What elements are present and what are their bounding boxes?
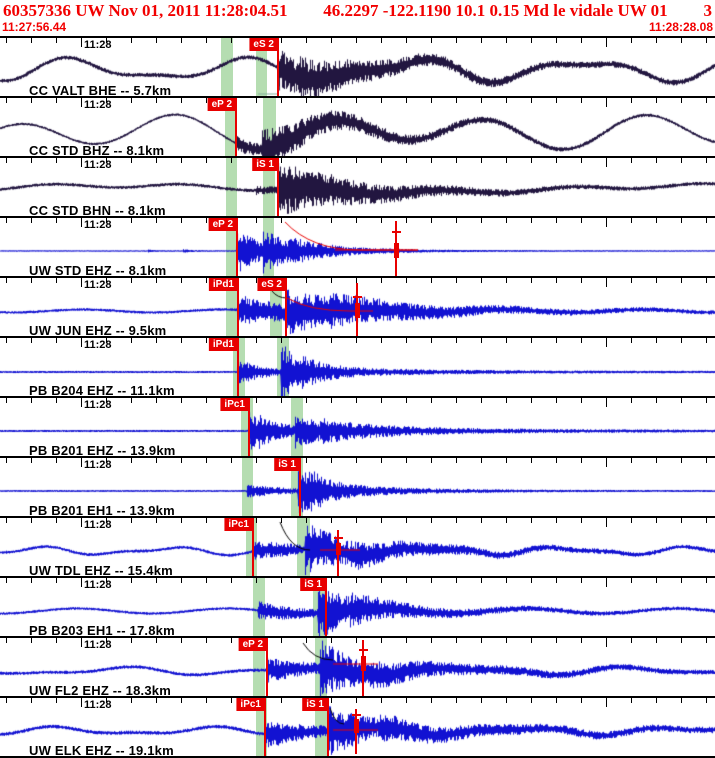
minute-time-label: 11:28	[84, 279, 112, 291]
trace-panel-uw-std-ehz: 11:28 UW STD EHZ -- 8.1km eP 2	[0, 216, 715, 276]
window-end-time: 11:28:28.08	[648, 20, 713, 34]
station-channel-label: UW JUN EHZ -- 9.5km	[29, 323, 167, 336]
waveform-canvas-pb-b201-eh1[interactable]	[0, 458, 715, 516]
trace-panel-cc-std-bhz: 11:28 CC STD BHZ -- 8.1km eP 2	[0, 96, 715, 156]
window-start-time: 11:27:56.44	[2, 20, 67, 34]
coda-marker-blob	[354, 719, 359, 733]
pick-flag-es-2[interactable]: eS 2	[257, 278, 286, 291]
pick-line-ep-2[interactable]	[266, 638, 268, 696]
trace-panel-cc-std-bhn: 11:28 CC STD BHN -- 8.1km iS 1	[0, 156, 715, 216]
trace-panel-uw-jun-ehz: 11:28 UW JUN EHZ -- 9.5km iPd1 eS 2	[0, 276, 715, 336]
coda-marker-cap	[352, 714, 361, 716]
coda-marker-cap	[334, 537, 343, 539]
station-channel-label: PB B201 EH1 -- 13.9km	[29, 503, 175, 516]
pick-line-ipd1[interactable]	[237, 338, 239, 396]
minute-time-label: 11:28	[84, 699, 112, 711]
pick-flag-is-1[interactable]: iS 1	[252, 158, 278, 171]
pick-line-ipc1[interactable]	[248, 398, 250, 456]
pick-flag-ipc1[interactable]: iPc1	[236, 698, 265, 711]
waveform-canvas-pb-b201-ehz[interactable]	[0, 398, 715, 456]
pick-flag-ipd1[interactable]: iPd1	[208, 338, 238, 351]
minute-time-label: 11:28	[84, 159, 112, 171]
coda-marker-blob	[336, 543, 341, 555]
pick-line-es-2[interactable]	[285, 278, 287, 336]
event-location-magnitude: 46.2297 -122.1190 10.1 0.15 Md le vidale…	[323, 1, 668, 20]
seismogram-trace-list: 11:28 CC VALT BHE -- 5.7km eS 2 11:28 CC STD…	[0, 36, 715, 758]
station-channel-label: PB B203 EH1 -- 17.8km	[29, 623, 175, 636]
pick-line-is-1[interactable]	[277, 158, 279, 216]
station-channel-label: UW TDL EHZ -- 15.4km	[29, 563, 173, 576]
pick-line-ipd1[interactable]	[237, 278, 239, 336]
station-channel-label: PB B201 EHZ -- 13.9km	[29, 443, 176, 456]
pick-flag-is-1[interactable]: iS 1	[274, 458, 300, 471]
pick-line-ep-2[interactable]	[236, 218, 238, 276]
minute-time-label: 11:28	[84, 219, 112, 231]
pick-line-is-1[interactable]	[299, 458, 301, 516]
trace-panel-uw-fl2-ehz: 11:28 UW FL2 EHZ -- 18.3km eP 2	[0, 636, 715, 696]
pick-flag-es-2[interactable]: eS 2	[249, 38, 278, 51]
station-channel-label: UW STD EHZ -- 8.1km	[29, 263, 167, 276]
pick-line-es-2[interactable]	[277, 38, 279, 96]
trace-panel-pb-b203-eh1: 11:28 PB B203 EH1 -- 17.8km iS 1	[0, 576, 715, 636]
waveform-canvas-pb-b203-eh1[interactable]	[0, 578, 715, 636]
coda-marker-blob	[355, 303, 360, 318]
pick-line-ep-2[interactable]	[235, 98, 237, 156]
station-channel-label: CC VALT BHE -- 5.7km	[29, 83, 172, 96]
station-channel-label: CC STD BHN -- 8.1km	[29, 203, 166, 216]
pick-flag-ipc1[interactable]: iPc1	[224, 518, 253, 531]
minute-time-label: 11:28	[84, 39, 112, 51]
coda-marker-cap	[359, 649, 368, 651]
pick-line-ipc1[interactable]	[252, 518, 254, 576]
event-title-row: 60357336 UW Nov 01, 2011 11:28:04.51 46.…	[0, 0, 715, 21]
trace-panel-uw-elk-ehz: 11:28 UW ELK EHZ -- 19.1km iPc1 iS 1	[0, 696, 715, 758]
waveform-canvas-cc-valt-bhe[interactable]	[0, 38, 715, 96]
coda-marker-cap	[353, 296, 362, 298]
pick-flag-ep-2[interactable]: eP 2	[207, 98, 236, 111]
coda-marker-cap	[392, 231, 401, 233]
station-channel-label: CC STD BHZ -- 8.1km	[29, 143, 165, 156]
trace-panel-uw-tdl-ehz: 11:28 UW TDL EHZ -- 15.4km iPc1	[0, 516, 715, 576]
pick-flag-is-1[interactable]: iS 1	[300, 578, 326, 591]
minute-time-label: 11:28	[84, 579, 112, 591]
trace-panel-cc-valt-bhe: 11:28 CC VALT BHE -- 5.7km eS 2	[0, 36, 715, 96]
pick-flag-is-1[interactable]: iS 1	[302, 698, 328, 711]
event-id-time: 60357336 UW Nov 01, 2011 11:28:04.51	[3, 1, 288, 20]
station-channel-label: UW ELK EHZ -- 19.1km	[29, 743, 174, 758]
station-channel-label: PB B204 EHZ -- 11.1km	[29, 383, 175, 396]
event-header: 60357336 UW Nov 01, 2011 11:28:04.51 46.…	[0, 0, 715, 36]
pick-line-is-1[interactable]	[327, 698, 329, 756]
trace-panel-pb-b204-ehz: 11:28 PB B204 EHZ -- 11.1km iPd1	[0, 336, 715, 396]
waveform-canvas-cc-std-bhz[interactable]	[0, 98, 715, 156]
trace-panel-pb-b201-ehz: 11:28 PB B201 EHZ -- 13.9km iPc1	[0, 396, 715, 456]
pick-flag-ipc1[interactable]: iPc1	[220, 398, 249, 411]
station-channel-label: UW FL2 EHZ -- 18.3km	[29, 683, 171, 696]
waveform-canvas-cc-std-bhn[interactable]	[0, 158, 715, 216]
minute-time-label: 11:28	[84, 639, 112, 651]
waveform-canvas-pb-b204-ehz[interactable]	[0, 338, 715, 396]
minute-time-label: 11:28	[84, 99, 112, 111]
window-time-row: 11:27:56.44 11:28:28.08	[0, 21, 715, 34]
event-flag-count: 3	[703, 1, 713, 20]
minute-time-label: 11:28	[84, 339, 112, 351]
coda-marker-blob	[361, 656, 366, 671]
trace-panel-pb-b201-eh1: 11:28 PB B201 EH1 -- 13.9km iS 1	[0, 456, 715, 516]
pick-line-is-1[interactable]	[325, 578, 327, 636]
minute-time-label: 11:28	[84, 519, 112, 531]
waveform-canvas-uw-std-ehz[interactable]	[0, 218, 715, 276]
pick-flag-ipd1[interactable]: iPd1	[208, 278, 238, 291]
waveform-canvas-uw-tdl-ehz[interactable]	[0, 518, 715, 576]
minute-time-label: 11:28	[84, 399, 112, 411]
pick-flag-ep-2[interactable]: eP 2	[238, 638, 267, 651]
waveform-canvas-uw-fl2-ehz[interactable]	[0, 638, 715, 696]
pick-line-ipc1[interactable]	[264, 698, 266, 756]
coda-marker-blob	[394, 243, 399, 258]
pick-flag-ep-2[interactable]: eP 2	[208, 218, 237, 231]
minute-time-label: 11:28	[84, 459, 112, 471]
